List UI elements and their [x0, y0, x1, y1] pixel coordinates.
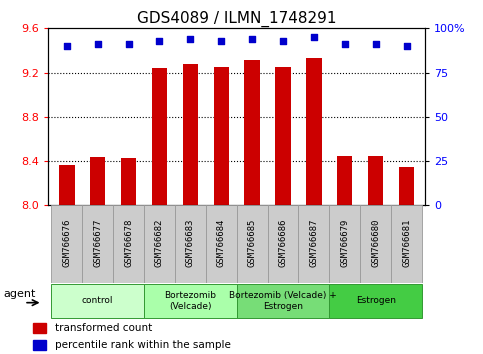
- Text: Bortezomib (Velcade) +
Estrogen: Bortezomib (Velcade) + Estrogen: [229, 291, 337, 310]
- Text: transformed count: transformed count: [55, 323, 152, 333]
- FancyBboxPatch shape: [268, 205, 298, 283]
- FancyBboxPatch shape: [51, 205, 82, 283]
- Text: Bortezomib
(Velcade): Bortezomib (Velcade): [164, 291, 216, 310]
- Text: percentile rank within the sample: percentile rank within the sample: [55, 340, 230, 350]
- Point: [403, 43, 411, 49]
- Bar: [152, 68, 167, 205]
- Text: GSM766683: GSM766683: [186, 218, 195, 267]
- FancyBboxPatch shape: [206, 205, 237, 283]
- Text: GSM766676: GSM766676: [62, 218, 71, 267]
- Text: GSM766679: GSM766679: [340, 218, 349, 267]
- Point: [156, 38, 163, 44]
- Text: GSM766682: GSM766682: [155, 218, 164, 267]
- Bar: [121, 158, 136, 205]
- Text: GSM766685: GSM766685: [248, 218, 256, 267]
- FancyBboxPatch shape: [51, 284, 144, 318]
- FancyBboxPatch shape: [82, 205, 113, 283]
- Bar: [183, 64, 198, 205]
- Bar: [244, 61, 260, 205]
- Bar: [33, 323, 46, 333]
- Bar: [90, 157, 105, 205]
- Bar: [59, 166, 74, 205]
- FancyBboxPatch shape: [329, 205, 360, 283]
- FancyBboxPatch shape: [329, 284, 422, 318]
- Text: GSM766680: GSM766680: [371, 218, 380, 267]
- Point: [186, 36, 194, 42]
- Point: [341, 41, 349, 47]
- Point: [94, 41, 101, 47]
- Bar: [33, 340, 46, 350]
- FancyBboxPatch shape: [237, 284, 329, 318]
- Bar: [337, 155, 353, 205]
- FancyBboxPatch shape: [391, 205, 422, 283]
- FancyBboxPatch shape: [237, 205, 268, 283]
- FancyBboxPatch shape: [144, 284, 237, 318]
- Point: [125, 41, 132, 47]
- Text: GSM766687: GSM766687: [310, 218, 318, 267]
- FancyBboxPatch shape: [360, 205, 391, 283]
- Title: GDS4089 / ILMN_1748291: GDS4089 / ILMN_1748291: [137, 11, 337, 27]
- Text: GSM766677: GSM766677: [93, 218, 102, 267]
- Point: [248, 36, 256, 42]
- FancyBboxPatch shape: [144, 205, 175, 283]
- Point: [63, 43, 71, 49]
- Bar: [213, 67, 229, 205]
- Text: GSM766678: GSM766678: [124, 218, 133, 267]
- Text: GSM766681: GSM766681: [402, 218, 411, 267]
- Text: agent: agent: [4, 289, 36, 299]
- FancyBboxPatch shape: [175, 205, 206, 283]
- Point: [217, 38, 225, 44]
- Text: Estrogen: Estrogen: [355, 296, 396, 306]
- Bar: [306, 58, 322, 205]
- Point: [279, 38, 287, 44]
- Text: GSM766686: GSM766686: [279, 218, 287, 267]
- FancyBboxPatch shape: [298, 205, 329, 283]
- Bar: [275, 67, 291, 205]
- Point: [310, 34, 318, 40]
- Bar: [368, 155, 384, 205]
- FancyBboxPatch shape: [113, 205, 144, 283]
- Text: GSM766684: GSM766684: [217, 218, 226, 267]
- Bar: [399, 167, 414, 205]
- Point: [372, 41, 380, 47]
- Text: control: control: [82, 296, 114, 306]
